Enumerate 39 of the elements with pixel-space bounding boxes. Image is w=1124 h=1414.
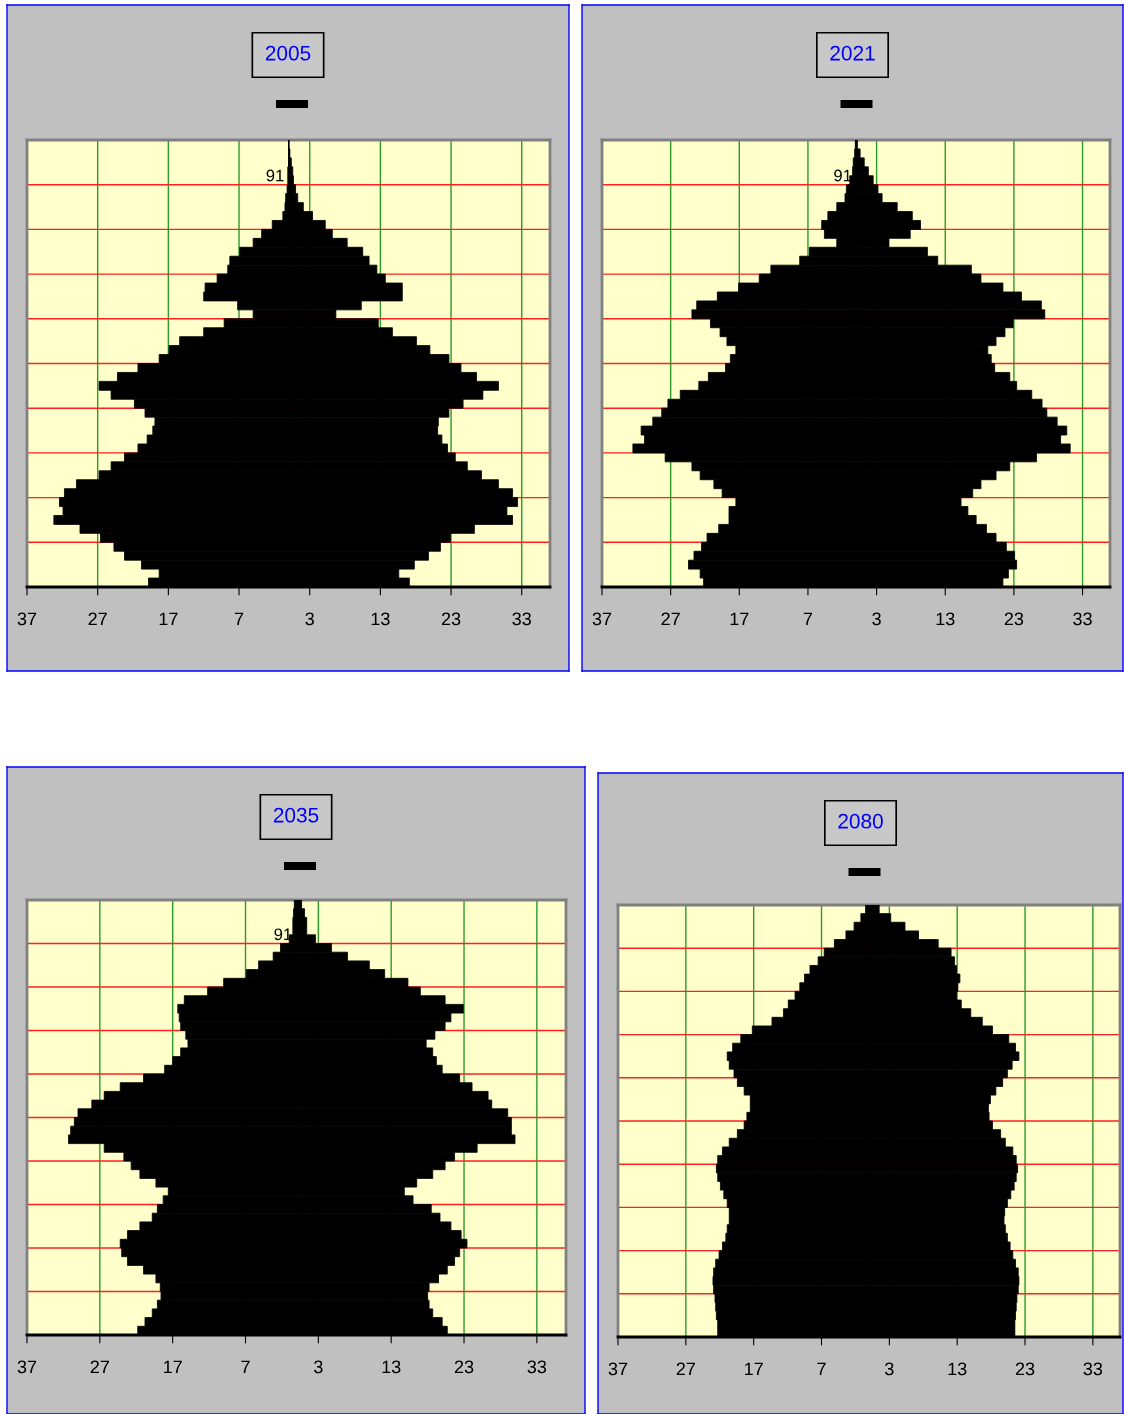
x-tick-label: 17 xyxy=(745,1362,763,1376)
annotation: 91 xyxy=(266,169,284,182)
x-tick-label: 7 xyxy=(803,612,813,626)
x-tick-label: 13 xyxy=(382,1360,401,1374)
x-tick-label: 37 xyxy=(17,1360,37,1374)
x-tick-label: 27 xyxy=(661,612,680,626)
x-tick-label: 33 xyxy=(1073,612,1092,626)
x-tick-label: 3 xyxy=(305,612,314,626)
x-tick-label: 27 xyxy=(88,612,107,626)
x-tick-label: 7 xyxy=(817,1362,826,1376)
chart-title: 2021 xyxy=(830,45,875,61)
x-tick-label: 27 xyxy=(90,1360,109,1374)
x-tick-label: 23 xyxy=(454,1360,474,1374)
x-tick-label: 37 xyxy=(17,612,37,626)
x-tick-label: 23 xyxy=(1015,1362,1035,1376)
x-tick-label: 17 xyxy=(159,612,178,626)
x-tick-label: 3 xyxy=(872,612,881,626)
x-tick-label: 37 xyxy=(608,1362,628,1376)
x-tick-label: 13 xyxy=(948,1362,967,1376)
x-tick-label: 13 xyxy=(936,612,955,626)
x-tick-label: 33 xyxy=(512,612,531,626)
x-tick-label: 3 xyxy=(314,1360,323,1374)
x-tick-label: 23 xyxy=(1004,612,1024,626)
x-tick-label: 23 xyxy=(441,612,461,626)
x-tick-label: 7 xyxy=(234,612,244,626)
x-tick-label: 17 xyxy=(730,612,749,626)
x-tick-label: 17 xyxy=(164,1360,182,1374)
annotation: 91 xyxy=(834,169,852,182)
x-tick-label: 37 xyxy=(592,612,612,626)
annotation: 91 xyxy=(274,928,292,941)
x-tick-label: 7 xyxy=(241,1360,250,1374)
x-tick-label: 3 xyxy=(885,1362,894,1376)
x-tick-label: 13 xyxy=(371,612,390,626)
chart-title: 2005 xyxy=(265,45,311,61)
x-tick-label: 33 xyxy=(527,1360,547,1374)
chart-title: 2080 xyxy=(838,813,883,829)
x-tick-label: 27 xyxy=(676,1362,695,1376)
x-tick-label: 33 xyxy=(1083,1362,1103,1376)
chart-title: 2035 xyxy=(273,807,319,823)
